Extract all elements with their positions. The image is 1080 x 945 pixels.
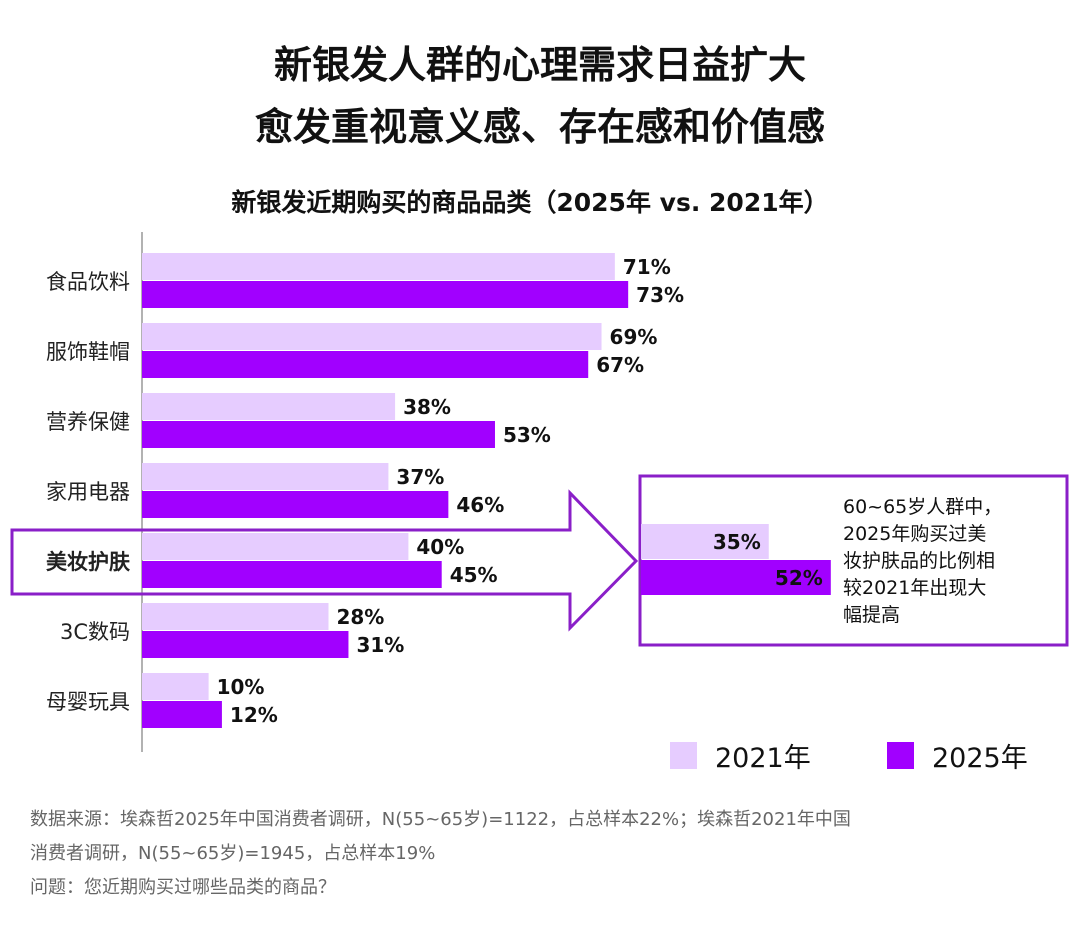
category-label: 营养保健 [46,410,130,434]
data-label: 73% [636,283,684,307]
bar-2021 [142,603,329,630]
category-label: 美妆护肤 [46,550,131,574]
data-label: 28% [336,605,384,629]
data-label: 31% [356,633,404,657]
data-label: 37% [396,465,444,489]
highlight-arrow [10,489,639,632]
bar-2025 [142,351,589,378]
callout-text-line: 60~65岁人群中， [843,496,1002,518]
callout-data-label: 35% [713,530,761,554]
bar-2025 [142,631,349,658]
callout-bar-2025 [641,560,831,595]
legend-label-2025: 2025年 [932,743,1028,774]
data-label: 12% [230,703,278,727]
callout-bar-2021 [641,524,769,559]
legend: 2021年 2025年 [670,742,1028,774]
category-label: 服饰鞋帽 [46,340,130,364]
callout-box [638,474,1069,647]
data-label: 69% [610,325,658,349]
bar-2025 [142,421,495,448]
bar-2021 [142,673,209,700]
legend-swatch-2021 [670,742,697,769]
data-label: 40% [416,535,464,559]
callout-text-line: 妆护肤品的比例相 [843,550,995,572]
category-label: 家用电器 [46,480,130,504]
data-label: 67% [596,353,644,377]
callout-text-line: 2025年购买过美 [843,523,986,545]
bar-2021 [142,323,602,350]
bar-2025 [142,491,449,518]
bar-2021 [142,463,389,490]
category-label: 食品饮料 [46,270,130,294]
category-label: 母婴玩具 [46,690,130,714]
bar-2021 [142,533,409,560]
data-label: 71% [623,255,671,279]
bar-2021 [142,393,396,420]
legend-swatch-2025 [887,742,914,769]
chart-title: 新银发近期购买的商品品类（2025年 vs. 2021年） [231,188,828,217]
title-line-1: 新银发人群的心理需求日益扩大 [274,43,806,87]
footnote-line-1: 数据来源：埃森哲2025年中国消费者调研，N(55~65岁)=1122，占总样本… [30,809,851,830]
footnote-line-2: 消费者调研，N(55~65岁)=1945，占总样本19% [30,843,435,864]
category-label: 3C数码 [60,620,130,644]
title-line-2: 愈发重视意义感、存在感和价值感 [255,105,825,149]
bar-2025 [142,281,629,308]
footnote-line-3: 问题：您近期购买过哪些品类的商品？ [30,877,336,898]
legend-label-2021: 2021年 [715,743,811,774]
bar-2021 [142,253,615,280]
data-label: 38% [403,395,451,419]
callout-text-line: 幅提高 [843,604,900,626]
bar-2025 [142,701,222,728]
data-label: 45% [450,563,498,587]
callout-data-label: 52% [775,566,823,590]
callout-text-line: 较2021年出现大 [843,577,986,599]
bar-2025 [142,561,442,588]
data-label: 46% [456,493,504,517]
data-label: 53% [503,423,551,447]
data-label: 10% [217,675,265,699]
